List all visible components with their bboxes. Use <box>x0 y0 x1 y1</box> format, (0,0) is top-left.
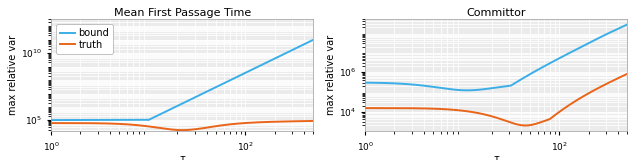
bound <box>481 88 488 90</box>
bound <box>244 70 252 72</box>
bound <box>537 67 545 69</box>
Y-axis label: max relative var: max relative var <box>326 35 336 115</box>
bound <box>408 84 415 85</box>
truth <box>115 123 122 125</box>
bound <box>222 81 230 83</box>
bound <box>516 79 524 81</box>
Title: Committor: Committor <box>467 8 526 18</box>
truth <box>522 124 529 126</box>
bound <box>202 91 209 93</box>
truth <box>166 128 173 130</box>
truth <box>179 129 186 131</box>
truth <box>362 107 369 109</box>
truth <box>245 122 253 124</box>
Line: bound: bound <box>51 40 313 120</box>
Line: truth: truth <box>51 121 313 130</box>
truth <box>537 121 545 123</box>
truth <box>516 124 524 126</box>
Line: bound: bound <box>365 24 627 90</box>
truth <box>47 122 55 124</box>
bound <box>47 119 55 121</box>
Legend: bound, truth: bound, truth <box>56 24 113 54</box>
Line: truth: truth <box>365 74 627 125</box>
bound <box>93 119 101 121</box>
truth <box>202 127 210 129</box>
bound <box>559 55 567 57</box>
truth <box>559 108 567 110</box>
bound <box>463 89 471 91</box>
truth <box>223 124 230 126</box>
truth <box>408 107 415 109</box>
Y-axis label: max relative var: max relative var <box>8 35 18 115</box>
X-axis label: τ: τ <box>179 154 185 160</box>
truth <box>429 108 436 110</box>
Title: Mean First Passage Time: Mean First Passage Time <box>113 8 251 18</box>
truth <box>480 113 488 115</box>
bound <box>362 82 369 84</box>
truth <box>623 73 631 75</box>
truth <box>309 120 317 122</box>
bound <box>429 86 436 88</box>
bound <box>115 119 122 121</box>
bound <box>309 39 317 41</box>
bound <box>166 109 173 111</box>
bound <box>623 24 631 25</box>
X-axis label: τ: τ <box>493 154 499 160</box>
truth <box>93 122 101 124</box>
